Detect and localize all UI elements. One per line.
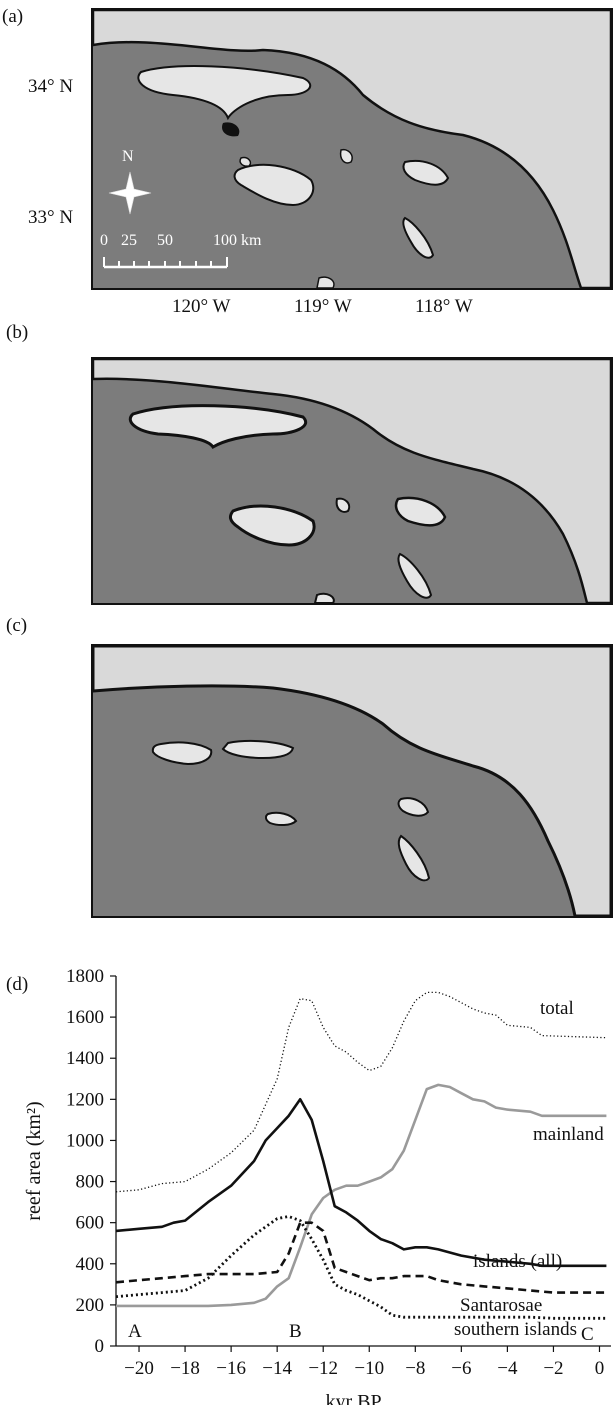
map-panel-c (91, 644, 613, 918)
lat-label-33: 33° N (28, 207, 74, 228)
scale-label-25: 25 (121, 232, 137, 249)
scale-label-100: 100 km (213, 232, 262, 249)
bathymetry-map-c (93, 646, 611, 916)
chart-labels: total mainland islands (all) Santarosae sout… (128, 998, 604, 1345)
panel-label-c: (c) (6, 615, 28, 636)
x-tick-label: −2 (543, 1358, 563, 1379)
panel-label-b: (b) (6, 322, 29, 343)
y-tick-label: 1600 (66, 1007, 104, 1028)
compass-icon (108, 171, 152, 215)
series-label: total (540, 998, 574, 1019)
y-axis-title: reef area (km²) (23, 1101, 45, 1220)
chart-series (115, 991, 607, 1320)
x-tick-label: −4 (497, 1358, 518, 1379)
y-tick-label: 400 (76, 1254, 105, 1275)
bathymetry-map-a (93, 10, 611, 288)
x-tick-label: −12 (308, 1358, 338, 1379)
annotation-label: C (581, 1324, 594, 1345)
north-arrow-label: N (122, 148, 134, 165)
panel-label-a: (a) (2, 6, 24, 27)
y-tick-label: 200 (76, 1295, 105, 1316)
y-tick-label: 0 (95, 1336, 105, 1357)
panel-label-d: (d) (6, 974, 29, 995)
series-line-total (115, 991, 607, 1193)
series-label: Santarosae (460, 1295, 542, 1316)
x-tick-label: −8 (405, 1358, 425, 1379)
scale-bar (103, 257, 228, 269)
series-label: southern islands (454, 1319, 577, 1340)
y-tick-label: 1000 (66, 1130, 104, 1151)
map-panel-a (91, 8, 613, 290)
series-label: islands (all) (473, 1251, 562, 1272)
lon-label-118: 118° W (415, 296, 473, 317)
y-tick-label: 1200 (66, 1089, 104, 1110)
y-tick-label: 800 (76, 1172, 105, 1193)
scale-label-0: 0 (100, 232, 108, 249)
x-tick-label: −18 (170, 1358, 200, 1379)
series-label: mainland (533, 1124, 604, 1145)
bathymetry-map-b (93, 359, 611, 603)
scale-label-50: 50 (157, 232, 173, 249)
annotation-label: A (128, 1321, 142, 1342)
x-tick-label: −6 (451, 1358, 471, 1379)
y-tick-label: 1400 (66, 1048, 104, 1069)
x-tick-label: 0 (595, 1358, 605, 1379)
series-line-islands-all- (115, 1098, 607, 1268)
lon-label-120: 120° W (172, 296, 231, 317)
lat-label-34: 34° N (28, 76, 74, 97)
series-line-southern-islands (115, 1215, 607, 1320)
x-tick-label: −16 (216, 1358, 246, 1379)
lon-label-119: 119° W (294, 296, 352, 317)
x-tick-label: −20 (124, 1358, 154, 1379)
x-tick-label: −10 (354, 1358, 384, 1379)
x-axis-title: kyr BP (325, 1391, 381, 1405)
annotation-label: B (289, 1321, 302, 1342)
y-tick-label: 600 (76, 1213, 105, 1234)
series-line-santarosae (115, 1221, 607, 1294)
y-tick-label: 1800 (66, 966, 104, 987)
series-line-mainland (116, 1083, 607, 1308)
x-tick-label: −14 (262, 1358, 292, 1379)
map-panel-b (91, 357, 613, 605)
